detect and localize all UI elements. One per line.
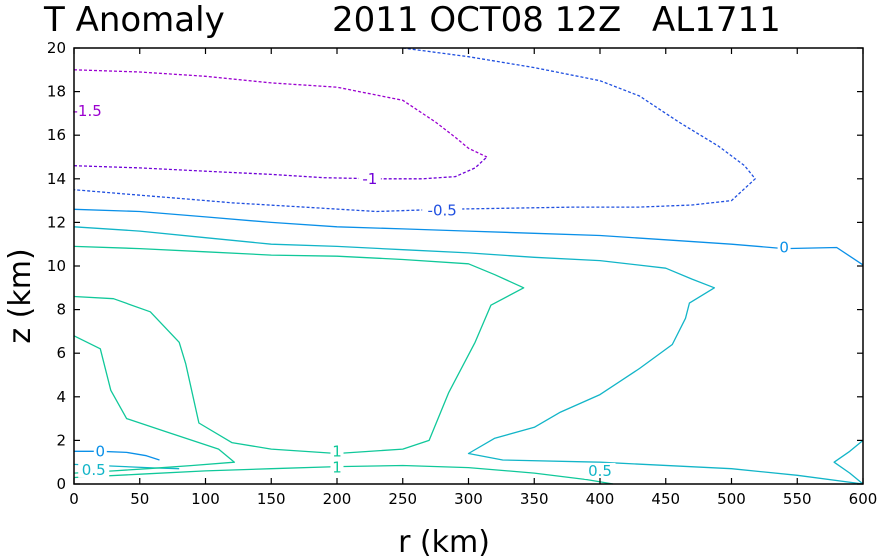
chart-title-date: 2011 OCT08 12Z bbox=[332, 0, 621, 40]
y-tick-label: 6 bbox=[56, 344, 66, 362]
contour-label-bg bbox=[584, 462, 616, 479]
x-axis-label: r (km) bbox=[398, 525, 490, 558]
x-tick-label: 600 bbox=[849, 490, 878, 508]
contour-label-bg bbox=[777, 239, 791, 256]
x-axis-ticks: 0 50 100 150 200 250 300 350 400 450 500 550 600 bbox=[69, 48, 877, 508]
contour-label-bg bbox=[330, 459, 344, 476]
x-tick-label: 100 bbox=[191, 490, 220, 508]
contour-label-6: 0.5 bbox=[82, 461, 106, 479]
contour-label-bg bbox=[358, 170, 381, 187]
contour-label-8: 1 bbox=[332, 459, 342, 477]
x-tick-label: 50 bbox=[130, 490, 149, 508]
contour-label-5: 0.5 bbox=[588, 462, 612, 480]
contour-line-neg0.5-2 bbox=[73, 47, 756, 213]
contour-label-4: 0 bbox=[96, 442, 106, 460]
y-axis-label: z (km) bbox=[3, 248, 38, 343]
x-tick-label: 300 bbox=[454, 490, 483, 508]
contour-label-bg bbox=[330, 443, 344, 460]
y-tick-label: 20 bbox=[47, 39, 66, 57]
x-tick-label: 500 bbox=[717, 490, 746, 508]
x-tick-label: 200 bbox=[323, 490, 352, 508]
contour-label-3: 0 bbox=[779, 238, 789, 256]
x-tick-label: 550 bbox=[783, 490, 812, 508]
contour-label-bg bbox=[93, 443, 107, 460]
contour-line-1-8 bbox=[73, 245, 525, 455]
contour-lines bbox=[73, 47, 864, 485]
chart-title-field: T Anomaly bbox=[43, 0, 225, 40]
x-tick-label: 0 bbox=[69, 490, 79, 508]
contour-line-neg1-1 bbox=[73, 156, 488, 180]
y-tick-label: 14 bbox=[47, 170, 66, 188]
y-tick-label: 4 bbox=[56, 388, 66, 406]
x-tick-label: 250 bbox=[388, 490, 417, 508]
x-tick-label: 150 bbox=[257, 490, 286, 508]
contour-line-0-3 bbox=[73, 208, 864, 266]
contour-line-neg1.5-0 bbox=[73, 69, 488, 158]
contour-label-7: 1 bbox=[332, 442, 342, 460]
y-tick-label: 12 bbox=[47, 213, 66, 231]
y-tick-label: 16 bbox=[47, 126, 66, 144]
contour-label-bg bbox=[67, 103, 108, 120]
contour-line-1-10 bbox=[73, 464, 614, 485]
y-tick-label: 10 bbox=[47, 257, 66, 275]
y-tick-label: 0 bbox=[56, 475, 66, 493]
y-tick-label: 8 bbox=[56, 301, 66, 319]
contour-line-0.5-5 bbox=[73, 226, 864, 485]
x-tick-label: 400 bbox=[586, 490, 615, 508]
y-tick-label: 18 bbox=[47, 83, 66, 101]
contour-label-bg bbox=[78, 461, 110, 478]
contour-line-0.5-6 bbox=[833, 439, 864, 485]
contour-label-1: -1 bbox=[362, 170, 377, 188]
contour-label-0: -1.5 bbox=[73, 102, 102, 120]
x-tick-label: 450 bbox=[651, 490, 680, 508]
chart-title-storm: AL1711 bbox=[652, 0, 781, 40]
contour-label-bg bbox=[422, 202, 463, 219]
contour-line-1-9 bbox=[73, 335, 236, 474]
contour-line-0-4 bbox=[74, 450, 160, 461]
contour-label-2: -0.5 bbox=[428, 201, 457, 219]
y-tick-label: 2 bbox=[56, 431, 66, 449]
x-tick-label: 350 bbox=[520, 490, 549, 508]
plot-frame bbox=[73, 47, 864, 485]
